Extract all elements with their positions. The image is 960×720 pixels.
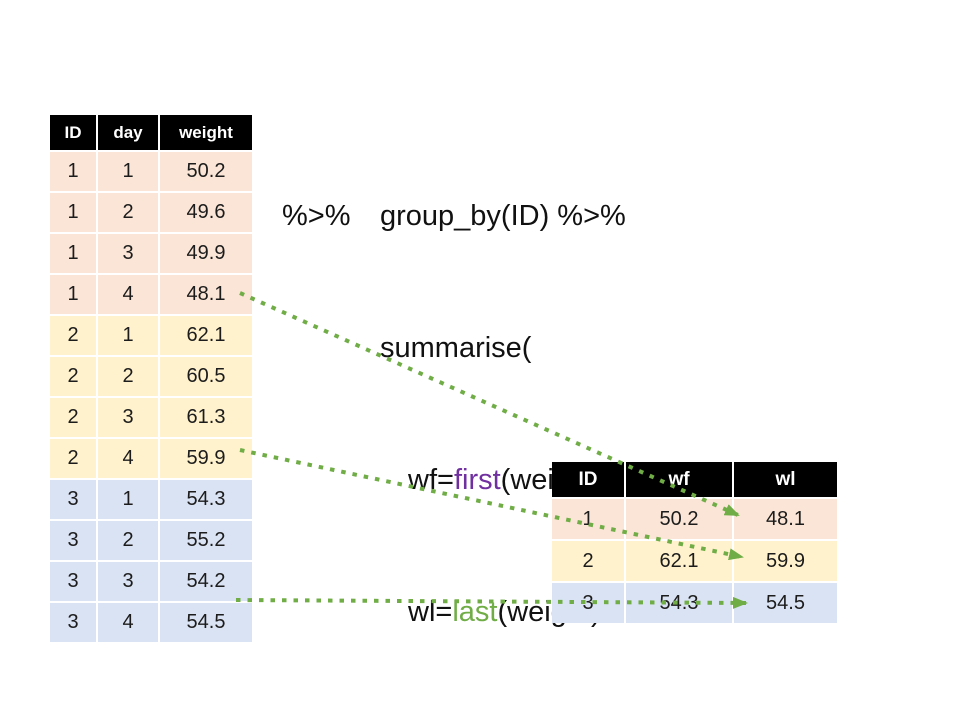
source-col-header-weight: weight [160, 115, 252, 150]
pipe-operator: %>% [282, 200, 351, 232]
table-cell: 2 [50, 398, 96, 437]
first-function: first [453, 464, 501, 496]
table-cell: 3 [50, 521, 96, 560]
table-cell: 62.1 [626, 541, 732, 581]
table-cell: 54.3 [160, 480, 252, 519]
table-row: 3 2 55.2 [50, 521, 252, 560]
summary-col-header-wf: wf [626, 462, 732, 497]
table-row: 3 1 54.3 [50, 480, 252, 519]
table-row: 1 3 49.9 [50, 234, 252, 273]
summary-col-header-id: ID [552, 462, 624, 497]
table-row: 3 3 54.2 [50, 562, 252, 601]
table-cell: 1 [50, 152, 96, 191]
table-cell: 54.3 [626, 583, 732, 623]
code-line-2: summarise( [282, 326, 626, 370]
table-cell: 61.3 [160, 398, 252, 437]
table-cell: 48.1 [734, 499, 837, 539]
r-code-block: %>%group_by(ID) %>% summarise( wf=first(… [282, 106, 626, 720]
table-cell: 3 [50, 603, 96, 642]
table-row: 3 4 54.5 [50, 603, 252, 642]
wl-assignment: wl= [408, 596, 453, 628]
source-table: ID day weight 1 1 50.2 1 2 49.6 1 3 49.9 [48, 113, 254, 644]
table-cell: 59.9 [160, 439, 252, 478]
table-cell: 60.5 [160, 357, 252, 396]
table-cell: 54.5 [734, 583, 837, 623]
table-row: 3 54.3 54.5 [552, 583, 837, 623]
table-cell: 2 [98, 521, 158, 560]
table-row: 2 4 59.9 [50, 439, 252, 478]
table-row: 2 62.1 59.9 [552, 541, 837, 581]
summarise-call: summarise( [380, 332, 532, 364]
table-cell: 55.2 [160, 521, 252, 560]
table-cell: 1 [50, 193, 96, 232]
code-line-1: %>% group_by(ID) %>% [282, 194, 626, 238]
source-col-header-id: ID [50, 115, 96, 150]
table-cell: 3 [98, 398, 158, 437]
table-cell: 49.9 [160, 234, 252, 273]
table-cell: 4 [98, 439, 158, 478]
group-by-call: group_by(ID) %>% [380, 200, 626, 232]
table-cell: 54.5 [160, 603, 252, 642]
table-cell: 2 [50, 357, 96, 396]
table-row: 2 2 60.5 [50, 357, 252, 396]
table-cell: 49.6 [160, 193, 252, 232]
summary-table: ID wf wl 1 50.2 48.1 2 62.1 59.9 3 54.3 … [550, 460, 839, 625]
table-row: 2 1 62.1 [50, 316, 252, 355]
summary-table-header-row: ID wf wl [552, 462, 837, 497]
table-row: 1 50.2 48.1 [552, 499, 837, 539]
table-cell: 1 [50, 275, 96, 314]
table-cell: 2 [98, 193, 158, 232]
table-cell: 48.1 [160, 275, 252, 314]
table-cell: 3 [50, 480, 96, 519]
table-cell: 1 [98, 480, 158, 519]
source-table-header-row: ID day weight [50, 115, 252, 150]
source-col-header-day: day [98, 115, 158, 150]
table-cell: 3 [98, 234, 158, 273]
table-cell: 2 [98, 357, 158, 396]
table-cell: 3 [552, 583, 624, 623]
table-row: 1 4 48.1 [50, 275, 252, 314]
table-cell: 2 [552, 541, 624, 581]
table-cell: 1 [552, 499, 624, 539]
table-cell: 59.9 [734, 541, 837, 581]
table-cell: 3 [50, 562, 96, 601]
wf-assignment: wf= [408, 464, 454, 496]
table-cell: 2 [50, 439, 96, 478]
table-cell: 50.2 [626, 499, 732, 539]
table-cell: 54.2 [160, 562, 252, 601]
table-cell: 1 [98, 152, 158, 191]
table-cell: 62.1 [160, 316, 252, 355]
summary-col-header-wl: wl [734, 462, 837, 497]
table-cell: 3 [98, 562, 158, 601]
table-cell: 4 [98, 603, 158, 642]
table-cell: 1 [98, 316, 158, 355]
table-cell: 50.2 [160, 152, 252, 191]
table-row: 1 2 49.6 [50, 193, 252, 232]
table-row: 1 1 50.2 [50, 152, 252, 191]
table-cell: 2 [50, 316, 96, 355]
table-row: 2 3 61.3 [50, 398, 252, 437]
table-cell: 4 [98, 275, 158, 314]
table-cell: 1 [50, 234, 96, 273]
last-function: last [452, 596, 498, 628]
